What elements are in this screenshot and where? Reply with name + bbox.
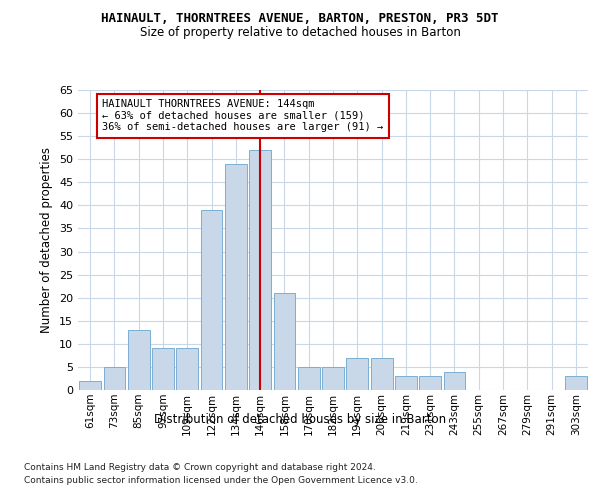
Bar [152, 348, 174, 390]
Text: HAINAULT, THORNTREES AVENUE, BARTON, PRESTON, PR3 5DT: HAINAULT, THORNTREES AVENUE, BARTON, PRE… [101, 12, 499, 26]
Bar [371, 358, 392, 390]
Bar [298, 367, 320, 390]
Bar [249, 150, 271, 390]
Text: Size of property relative to detached houses in Barton: Size of property relative to detached ho… [140, 26, 460, 39]
Bar [176, 348, 198, 390]
Bar [443, 372, 466, 390]
Text: Distribution of detached houses by size in Barton: Distribution of detached houses by size … [154, 412, 446, 426]
Bar [274, 293, 295, 390]
Text: Contains HM Land Registry data © Crown copyright and database right 2024.: Contains HM Land Registry data © Crown c… [24, 462, 376, 471]
Y-axis label: Number of detached properties: Number of detached properties [40, 147, 53, 333]
Text: HAINAULT THORNTREES AVENUE: 144sqm
← 63% of detached houses are smaller (159)
36: HAINAULT THORNTREES AVENUE: 144sqm ← 63%… [102, 99, 383, 132]
Bar [128, 330, 149, 390]
Bar [104, 367, 125, 390]
Bar [565, 376, 587, 390]
Text: Contains public sector information licensed under the Open Government Licence v3: Contains public sector information licen… [24, 476, 418, 485]
Bar [79, 381, 101, 390]
Bar [419, 376, 441, 390]
Bar [322, 367, 344, 390]
Bar [346, 358, 368, 390]
Bar [200, 210, 223, 390]
Bar [225, 164, 247, 390]
Bar [395, 376, 417, 390]
